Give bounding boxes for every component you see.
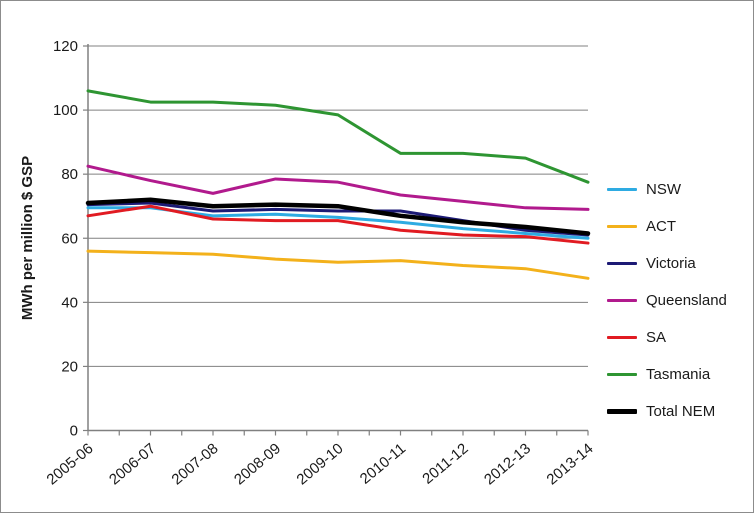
x-tick-label: 2011-12 (419, 440, 471, 488)
legend-item-victoria: Victoria (607, 256, 727, 271)
series-line-sa (86, 204, 590, 245)
x-tick-label: 2007-08 (168, 440, 221, 488)
legend-swatch-icon (607, 262, 637, 265)
legend-swatch-icon (607, 336, 637, 339)
y-tick-label: 60 (61, 230, 78, 247)
y-tick-label: 20 (61, 358, 78, 375)
legend-label: Victoria (646, 255, 696, 272)
legend-swatch-icon (607, 188, 637, 191)
x-tick-label: 2009-10 (293, 440, 346, 488)
x-tick-label: 2013-14 (543, 440, 596, 488)
legend-item-sa: SA (607, 330, 727, 345)
x-tick-label: 2012-13 (481, 440, 534, 488)
series-line-act (86, 249, 590, 280)
y-tick-label: 80 (61, 166, 78, 183)
x-tick-label: 2010-11 (357, 440, 409, 488)
legend-item-nsw: NSW (607, 182, 727, 197)
y-tick-label: 120 (53, 38, 78, 55)
legend-item-tasmania: Tasmania (607, 367, 727, 382)
legend-label: Tasmania (646, 366, 711, 383)
series-lines (85, 89, 591, 280)
y-tick-labels: 0 20 40 60 80 100 120 (53, 38, 78, 440)
x-tick-label: 2008-09 (231, 440, 284, 488)
legend-swatch-icon (607, 409, 637, 414)
legend: NSW ACT Victoria Queensland SA Tasmania Total … (607, 182, 727, 441)
legend-item-queensland: Queensland (607, 293, 727, 308)
y-tick-label: 40 (61, 294, 78, 311)
x-tick-labels: 2005-06 2006-07 2007-08 2008-09 2009-10 2010-… (43, 440, 596, 488)
legend-swatch-icon (607, 299, 637, 302)
legend-label: Total NEM (646, 403, 716, 420)
legend-label: NSW (646, 181, 681, 198)
legend-swatch-icon (607, 373, 637, 376)
legend-item-act: ACT (607, 219, 727, 234)
series-line-queensland (86, 164, 590, 211)
x-tick-label: 2006-07 (106, 440, 159, 488)
legend-swatch-icon (607, 225, 637, 228)
gridlines (88, 45, 588, 367)
series-line-total-nem (85, 197, 591, 236)
y-tick-label: 100 (53, 102, 78, 119)
legend-item-total-nem: Total NEM (607, 404, 727, 419)
tick-marks (83, 45, 589, 436)
x-tick-label: 2005-06 (43, 440, 96, 488)
legend-label: ACT (646, 218, 676, 235)
series-line-tasmania (86, 89, 590, 184)
y-axis-title: MWh per million $ GSP (19, 156, 36, 320)
legend-label: SA (646, 329, 667, 346)
y-tick-label: 0 (70, 423, 78, 440)
legend-label: Queensland (646, 292, 727, 309)
